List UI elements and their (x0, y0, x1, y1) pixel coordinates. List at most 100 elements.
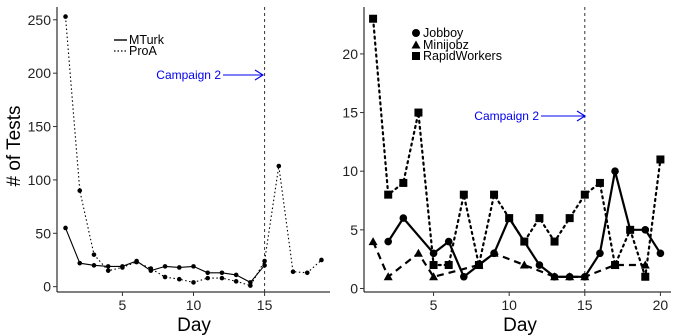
left-campaign-annotation: Campaign 2 (156, 68, 265, 82)
series-rapidworkers-point (399, 178, 408, 187)
left-x-axis-title: Day (177, 315, 211, 335)
series-mturk-point (191, 264, 196, 269)
series-jobboy-point (535, 261, 544, 269)
series-proa-point (319, 257, 324, 263)
series-proa-point (176, 276, 182, 282)
series-minijobz-line (372, 241, 646, 279)
series-rapidworkers-point (611, 261, 620, 270)
right-y-tick-label: 20 (342, 46, 358, 62)
right-campaign-label: Campaign 2 (474, 109, 539, 123)
series-jobboy-point (460, 272, 468, 281)
left-y-tick-label: 0 (43, 279, 51, 295)
series-minijobz-point (383, 272, 393, 281)
series-mturk-point (91, 263, 97, 268)
legend-minijobz-marker (411, 40, 421, 49)
left-legend: MTurk ProA (114, 33, 165, 58)
right-y-tick-label: 10 (342, 163, 358, 179)
series-proa-point (304, 270, 310, 276)
series-rapidworkers-point (565, 214, 574, 223)
series-rapidworkers-point (414, 108, 423, 117)
right-y-tick-label: 15 (342, 105, 358, 121)
series-rapidworkers-line (372, 17, 662, 278)
series-proa-point (205, 275, 211, 281)
right-x-tick-label: 5 (430, 297, 438, 313)
series-proa-point (63, 14, 68, 19)
series-proa-point (248, 283, 253, 288)
legend-rapidworkers-marker (412, 52, 420, 60)
series-rapidworkers-point (595, 178, 604, 187)
legend-rapidworkers-label: RapidWorkers (423, 49, 502, 63)
left-y-tick-label: 250 (28, 12, 52, 28)
series-mturk-point (205, 270, 211, 276)
left-y-tick-label: 200 (28, 65, 52, 81)
left-y-tick-label: 150 (28, 119, 52, 135)
series-jobboy-point (611, 167, 619, 175)
series-proa-point (148, 266, 154, 271)
series-rapidworkers-point (459, 190, 468, 199)
series-jobboy-point (399, 214, 408, 222)
series-rapidworkers-point (550, 237, 559, 246)
series-rapidworkers-point (656, 155, 665, 164)
left-plot-marks: 0 50 100 150 200 250 5 10 15 (28, 7, 330, 313)
right-plot-marks: 0 5 10 15 20 5 10 15 20 (342, 7, 671, 313)
series-minijobz-point (489, 248, 499, 257)
series-minijobz-point (413, 248, 423, 257)
series-minijobz-point (368, 237, 378, 246)
series-proa-point (233, 279, 239, 284)
series-proa-point (162, 274, 168, 280)
legend-jobboy-label: Jobboy (423, 26, 464, 40)
left-x-tick-label: 5 (119, 297, 127, 313)
right-campaign-arrow-head (576, 110, 587, 122)
series-jobboy-point (596, 249, 604, 258)
right-x-tick-label: 20 (653, 297, 669, 313)
right-x-tick-label: 15 (577, 297, 593, 313)
chart-panel-right: Day 0 5 10 15 20 5 10 15 20 Jobboy Minijobz Rapi… (342, 7, 671, 335)
series-rapidworkers-point (490, 190, 499, 199)
series-proa-point (77, 188, 83, 193)
left-y-tick-label: 100 (28, 172, 52, 188)
series-rapidworkers-point (505, 214, 514, 223)
series-jobboy-point (429, 249, 438, 258)
series-rapidworkers-point (474, 261, 483, 270)
series-minijobz-point (565, 272, 575, 281)
series-minijobz-point (550, 272, 560, 281)
series-proa-point (262, 258, 267, 264)
series-mturk-point (77, 260, 83, 266)
series-jobboy-point (444, 237, 453, 246)
series-proa-point (134, 259, 139, 265)
series-rapidworkers-point (429, 261, 438, 270)
series-proa-point (219, 275, 225, 281)
series-rapidworkers-point (444, 261, 453, 270)
series-rapidworkers-point (384, 190, 393, 199)
series-mturk-point (162, 264, 168, 269)
series-mturk-point (233, 272, 239, 278)
series-rapidworkers-point (520, 237, 529, 246)
series-jobboy-point (641, 226, 650, 234)
series-mturk-point (219, 270, 225, 276)
chart-panel-left: # of Tests Day 0 50 100 150 200 250 5 10 15 MTur… (4, 7, 330, 335)
left-y-tick-label: 50 (35, 225, 51, 241)
series-mturk-point (63, 225, 68, 231)
series-proa-point (191, 280, 196, 285)
series-rapidworkers-point (641, 272, 650, 281)
series-proa-line (64, 16, 322, 287)
series-jobboy-point (384, 237, 392, 246)
legend-jobboy-marker (412, 29, 420, 37)
series-mturk-point (262, 263, 267, 268)
series-rapidworkers-point (535, 214, 544, 223)
right-x-tick-label: 10 (501, 297, 517, 313)
series-mturk-point (176, 265, 182, 270)
left-y-axis-title: # of Tests (4, 106, 25, 187)
series-proa-point (290, 269, 296, 275)
series-minijobz-point (519, 260, 529, 269)
series-rapidworkers-point (580, 190, 589, 199)
series-proa-point (120, 265, 125, 270)
right-x-axis-title: Day (503, 315, 537, 335)
series-minijobz-point (429, 272, 439, 281)
series-minijobz-point (580, 272, 590, 281)
series-proa-point (276, 163, 282, 169)
legend-minijobz-label: Minijobz (423, 38, 469, 52)
legend-mturk-label: MTurk (129, 33, 165, 47)
series-rapidworkers-point (626, 225, 635, 234)
series-jobboy-point (656, 249, 665, 258)
